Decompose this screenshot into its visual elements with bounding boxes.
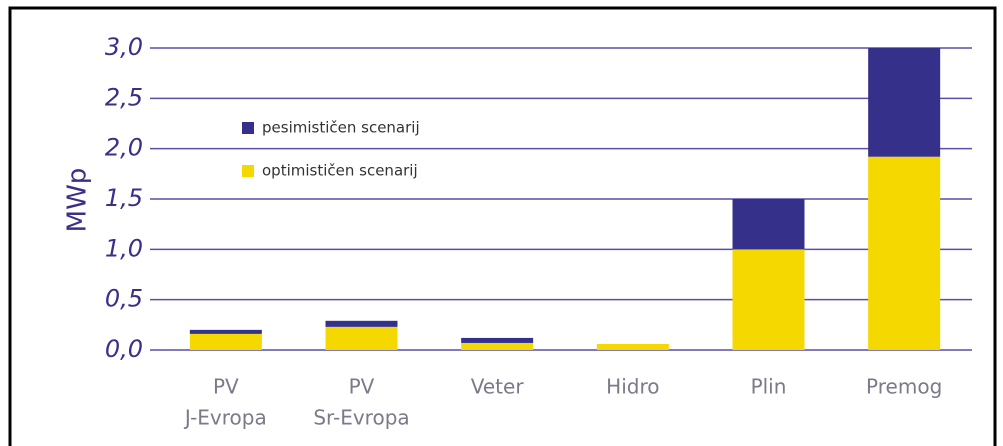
x-tick-label: Veter <box>471 375 525 399</box>
frame <box>8 6 997 446</box>
x-tick-label: J-Evropa <box>183 406 267 430</box>
bar-segment <box>868 48 941 157</box>
legend-label: optimističen scenarij <box>262 162 418 180</box>
bar-segment <box>325 320 398 327</box>
legend-swatch <box>242 122 254 134</box>
y-tick-label: 2,0 <box>105 134 143 162</box>
bar-segment <box>189 329 262 334</box>
bar-segment <box>868 156 941 350</box>
bar-segment <box>325 326 398 350</box>
x-tick-label: PV <box>349 375 375 399</box>
y-tick-label: 1,5 <box>105 184 143 212</box>
y-axis-label: MWp <box>63 168 93 233</box>
bar-segment <box>732 199 805 250</box>
y-tick-label: 0,0 <box>105 335 143 363</box>
legend-label: pesimističen scenarij <box>262 119 420 137</box>
bar-segment <box>596 343 669 350</box>
bar-segment <box>461 342 534 350</box>
x-tick-label: Premog <box>866 375 942 399</box>
x-tick-label: Plin <box>751 375 787 399</box>
y-tick-label: 3,0 <box>105 33 143 61</box>
bar-segment <box>461 337 534 343</box>
bar-segment <box>189 333 262 350</box>
y-tick-label: 1,0 <box>105 234 143 262</box>
y-tick-label: 0,5 <box>105 285 143 313</box>
x-tick-label: PV <box>213 375 239 399</box>
legend-swatch <box>242 165 254 177</box>
y-tick-label: 2,5 <box>105 83 143 111</box>
x-tick-label: Sr-Evropa <box>313 406 409 430</box>
bar-segment <box>732 249 805 350</box>
x-tick-label: Hidro <box>606 375 659 399</box>
